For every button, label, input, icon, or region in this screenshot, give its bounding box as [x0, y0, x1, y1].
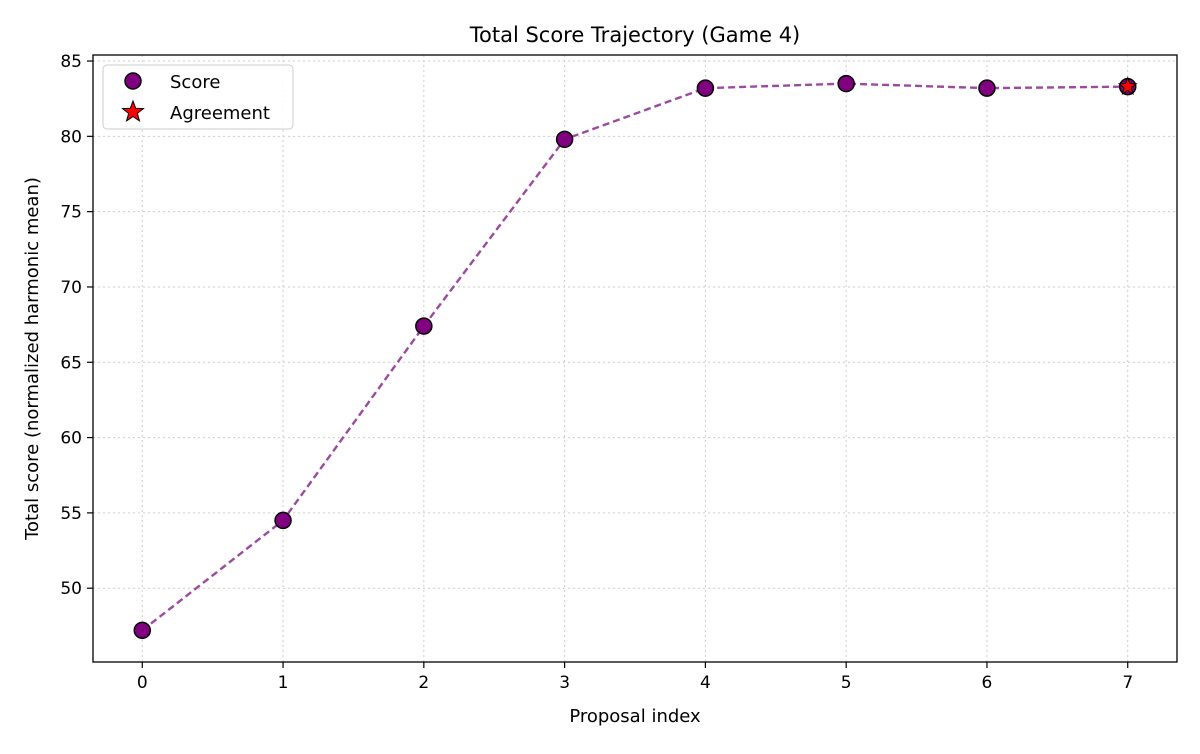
x-tick-label: 4	[700, 673, 711, 693]
x-tick-label: 3	[559, 673, 570, 693]
legend-marker-agreement	[121, 99, 145, 123]
legend-label-score: Score	[170, 72, 220, 93]
score-point	[837, 74, 855, 93]
y-tick-label: 60	[60, 429, 82, 449]
plot-frame	[92, 54, 1178, 663]
legend-box	[102, 64, 294, 130]
legend-markers	[121, 72, 145, 123]
score-series-line	[141, 82, 1128, 632]
x-tick-label: 2	[418, 673, 429, 693]
score-point	[696, 79, 715, 97]
y-tick-label: 65	[60, 353, 82, 373]
x-axis-label: Proposal index	[569, 706, 701, 727]
chart-title: Total Score Trajectory (Game 4)	[469, 23, 801, 47]
y-tick-label: 75	[60, 203, 82, 223]
legend: Score Agreement	[102, 64, 294, 130]
score-point	[415, 317, 433, 335]
legend-marker-score	[124, 72, 142, 90]
axis-ticks: 0 1 2 3 4 5 6 7 50 55 60 65 70 75 80 85	[60, 52, 1133, 693]
grid-lines	[93, 55, 1177, 662]
y-tick-label: 50	[60, 579, 82, 599]
y-tick-label: 55	[60, 504, 82, 524]
y-axis-label: Total score (normalized harmonic mean)	[22, 177, 43, 541]
score-point	[274, 511, 292, 530]
agreement-star	[1117, 76, 1138, 96]
x-tick-label: 5	[841, 673, 852, 693]
series-layer	[133, 74, 1138, 640]
x-tick-label: 7	[1122, 673, 1133, 693]
y-tick-label: 80	[60, 127, 82, 147]
legend-label-agreement: Agreement	[170, 103, 270, 124]
y-tick-label: 70	[60, 278, 82, 298]
x-tick-label: 6	[982, 673, 993, 693]
score-point	[555, 130, 574, 149]
y-tick-label: 85	[60, 52, 82, 72]
score-point	[133, 621, 152, 640]
x-tick-label: 1	[278, 673, 289, 693]
score-point	[978, 79, 996, 97]
x-tick-label: 0	[137, 673, 148, 693]
